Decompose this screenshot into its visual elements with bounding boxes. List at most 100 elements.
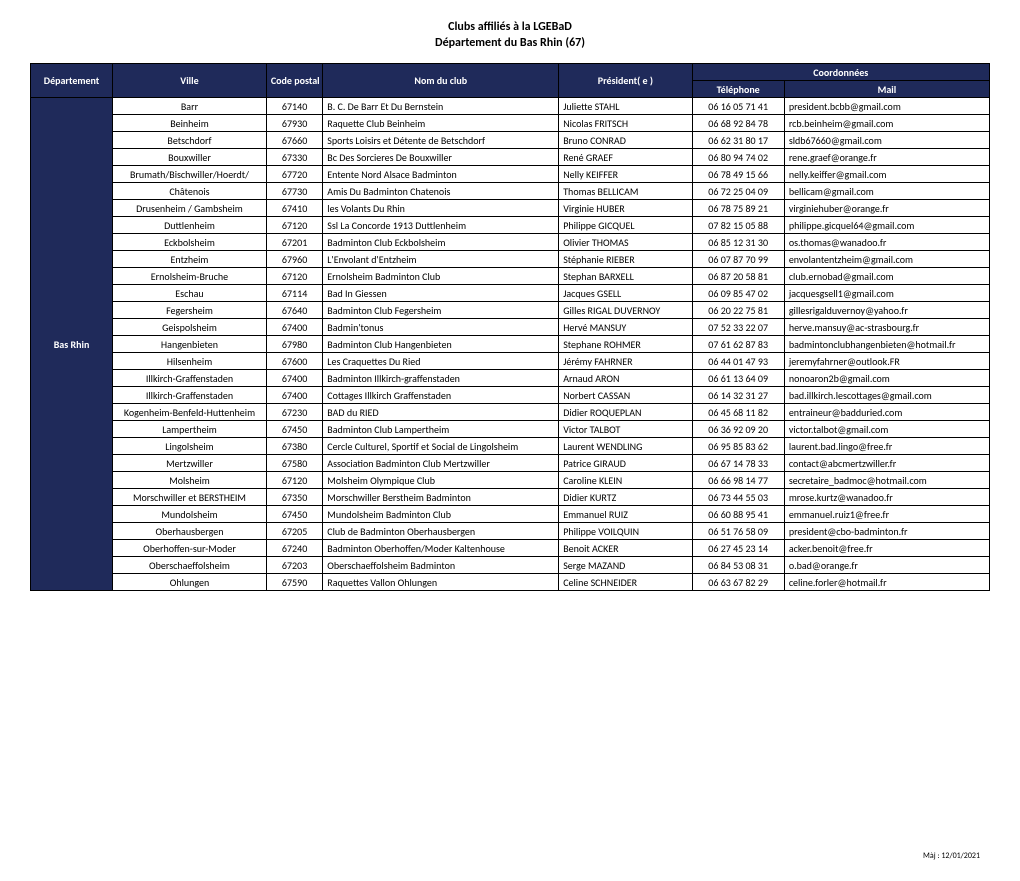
cell-mail: nonoaron2b@gmail.com [784, 370, 989, 387]
cell-president: Olivier THOMAS [559, 234, 692, 251]
cell-club: Club de Badminton Oberhausbergen [323, 523, 559, 540]
cell-tel: 06 78 49 15 66 [692, 166, 784, 183]
cell-mail: bellicam@gmail.com [784, 183, 989, 200]
table-row: Lingolsheim67380Cercle Culturel, Sportif… [31, 438, 990, 455]
cell-ville: Hangenbieten [113, 336, 267, 353]
cell-president: Stéphanie RIEBER [559, 251, 692, 268]
title-line1: Clubs affiliés à la LGEBaD [30, 20, 990, 36]
cell-mail: laurent.bad.lingo@free.fr [784, 438, 989, 455]
table-row: Lampertheim67450Badminton Club Lamperthe… [31, 421, 990, 438]
table-row: Hangenbieten67980Badminton Club Hangenbi… [31, 336, 990, 353]
cell-president: Jérémy FAHRNER [559, 353, 692, 370]
cell-tel: 07 82 15 05 88 [692, 217, 784, 234]
th-nom-club: Nom du club [323, 64, 559, 98]
cell-tel: 06 87 20 58 81 [692, 268, 784, 285]
cell-club: Badminton Club Eckbolsheim [323, 234, 559, 251]
cell-club: Amis Du Badminton Chatenois [323, 183, 559, 200]
cell-ville: Barr [113, 98, 267, 115]
cell-cp: 67350 [266, 489, 322, 506]
cell-mail: sldb67660@gmail.com [784, 132, 989, 149]
cell-cp: 67330 [266, 149, 322, 166]
table-row: Oberhoffen-sur-Moder67240Badminton Oberh… [31, 540, 990, 557]
cell-president: Hervé MANSUY [559, 319, 692, 336]
cell-cp: 67205 [266, 523, 322, 540]
cell-mail: contact@abcmertzwiller.fr [784, 455, 989, 472]
table-row: Bouxwiller67330Bc Des Sorcieres De Bouxw… [31, 149, 990, 166]
cell-tel: 06 20 22 75 81 [692, 302, 784, 319]
cell-president: Caroline KLEIN [559, 472, 692, 489]
dept-cell: Bas Rhin [31, 98, 113, 591]
cell-ville: Mertzwiller [113, 455, 267, 472]
cell-ville: Ohlungen [113, 574, 267, 591]
cell-ville: Illkirch-Graffenstaden [113, 387, 267, 404]
cell-ville: Hilsenheim [113, 353, 267, 370]
table-row: Eckbolsheim67201Badminton Club Eckbolshe… [31, 234, 990, 251]
cell-cp: 67400 [266, 370, 322, 387]
table-row: Kogenheim-Benfeld-Huttenheim67230BAD du … [31, 404, 990, 421]
table-row: Châtenois67730Amis Du Badminton Chatenoi… [31, 183, 990, 200]
cell-club: Raquettes Vallon Ohlungen [323, 574, 559, 591]
cell-ville: Oberschaeffolsheim [113, 557, 267, 574]
cell-mail: club.ernobad@gmail.com [784, 268, 989, 285]
table-row: Oberhausbergen67205Club de Badminton Obe… [31, 523, 990, 540]
cell-club: Bc Des Sorcieres De Bouxwiller [323, 149, 559, 166]
cell-cp: 67930 [266, 115, 322, 132]
cell-tel: 06 72 25 04 09 [692, 183, 784, 200]
table-row: Geispolsheim67400Badmin'tonusHervé MANSU… [31, 319, 990, 336]
cell-ville: Geispolsheim [113, 319, 267, 336]
th-coordonnees: Coordonnées [692, 64, 989, 81]
table-row: Entzheim67960L'Envolant d'EntzheimStépha… [31, 251, 990, 268]
cell-tel: 06 63 67 82 29 [692, 574, 784, 591]
cell-cp: 67230 [266, 404, 322, 421]
cell-tel: 06 44 01 47 93 [692, 353, 784, 370]
table-row: Hilsenheim67600Les Craquettes Du RiedJér… [31, 353, 990, 370]
table-row: Fegersheim67640Badminton Club Fegersheim… [31, 302, 990, 319]
cell-club: Badminton Club Lampertheim [323, 421, 559, 438]
cell-cp: 67450 [266, 506, 322, 523]
table-body: Bas RhinBarr67140B. C. De Barr Et Du Ber… [31, 98, 990, 591]
cell-club: Sports Loisirs et Détente de Betschdorf [323, 132, 559, 149]
cell-mail: jacquesgsell1@gmail.com [784, 285, 989, 302]
cell-president: Arnaud ARON [559, 370, 692, 387]
cell-president: Virginie HUBER [559, 200, 692, 217]
cell-tel: 06 61 13 64 09 [692, 370, 784, 387]
cell-tel: 06 51 76 58 09 [692, 523, 784, 540]
cell-tel: 06 85 12 31 30 [692, 234, 784, 251]
cell-mail: mrose.kurtz@wanadoo.fr [784, 489, 989, 506]
table-row: Morschwiller et BERSTHEIM67350Morschwill… [31, 489, 990, 506]
cell-mail: celine.forler@hotmail.fr [784, 574, 989, 591]
cell-tel: 06 95 85 83 62 [692, 438, 784, 455]
cell-club: Les Craquettes Du Ried [323, 353, 559, 370]
cell-mail: nelly.keiffer@gmail.com [784, 166, 989, 183]
cell-cp: 67120 [266, 217, 322, 234]
cell-tel: 07 52 33 22 07 [692, 319, 784, 336]
cell-tel: 06 62 31 80 17 [692, 132, 784, 149]
table-row: Illkirch-Graffenstaden67400Cottages Illk… [31, 387, 990, 404]
clubs-table: Département Ville Code postal Nom du clu… [30, 63, 990, 591]
cell-club: Raquette Club Beinheim [323, 115, 559, 132]
cell-tel: 06 60 88 95 41 [692, 506, 784, 523]
cell-ville: Entzheim [113, 251, 267, 268]
cell-club: BAD du RIED [323, 404, 559, 421]
cell-president: René GRAEF [559, 149, 692, 166]
cell-cp: 67960 [266, 251, 322, 268]
cell-mail: secretaire_badmoc@hotmail.com [784, 472, 989, 489]
cell-cp: 67400 [266, 387, 322, 404]
footer-date: Màj : 12/01/2021 [30, 851, 990, 861]
cell-cp: 67203 [266, 557, 322, 574]
cell-president: Serge MAZAND [559, 557, 692, 574]
cell-mail: badmintonclubhangenbieten@hotmail.fr [784, 336, 989, 353]
cell-president: Stephan BARXELL [559, 268, 692, 285]
cell-cp: 67240 [266, 540, 322, 557]
cell-president: Patrice GIRAUD [559, 455, 692, 472]
cell-ville: Lingolsheim [113, 438, 267, 455]
cell-president: Didier KURTZ [559, 489, 692, 506]
cell-mail: victor.talbot@gmail.com [784, 421, 989, 438]
cell-president: Nicolas FRITSCH [559, 115, 692, 132]
cell-ville: Lampertheim [113, 421, 267, 438]
cell-club: Ernolsheim Badminton Club [323, 268, 559, 285]
cell-mail: herve.mansuy@ac-strasbourg.fr [784, 319, 989, 336]
cell-president: Celine SCHNEIDER [559, 574, 692, 591]
cell-ville: Bouxwiller [113, 149, 267, 166]
page-title: Clubs affiliés à la LGEBaD Département d… [30, 20, 990, 51]
